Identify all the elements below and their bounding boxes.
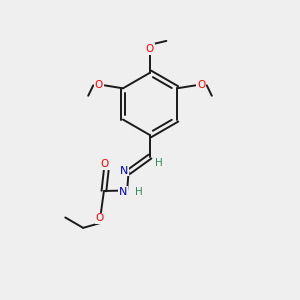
Text: O: O: [94, 80, 103, 90]
Text: O: O: [146, 44, 154, 54]
Text: H: H: [155, 158, 163, 168]
Text: H: H: [134, 187, 142, 197]
Text: O: O: [95, 213, 104, 224]
Text: N: N: [120, 166, 128, 176]
Text: O: O: [101, 159, 109, 169]
Text: N: N: [118, 187, 127, 197]
Text: O: O: [197, 80, 206, 90]
